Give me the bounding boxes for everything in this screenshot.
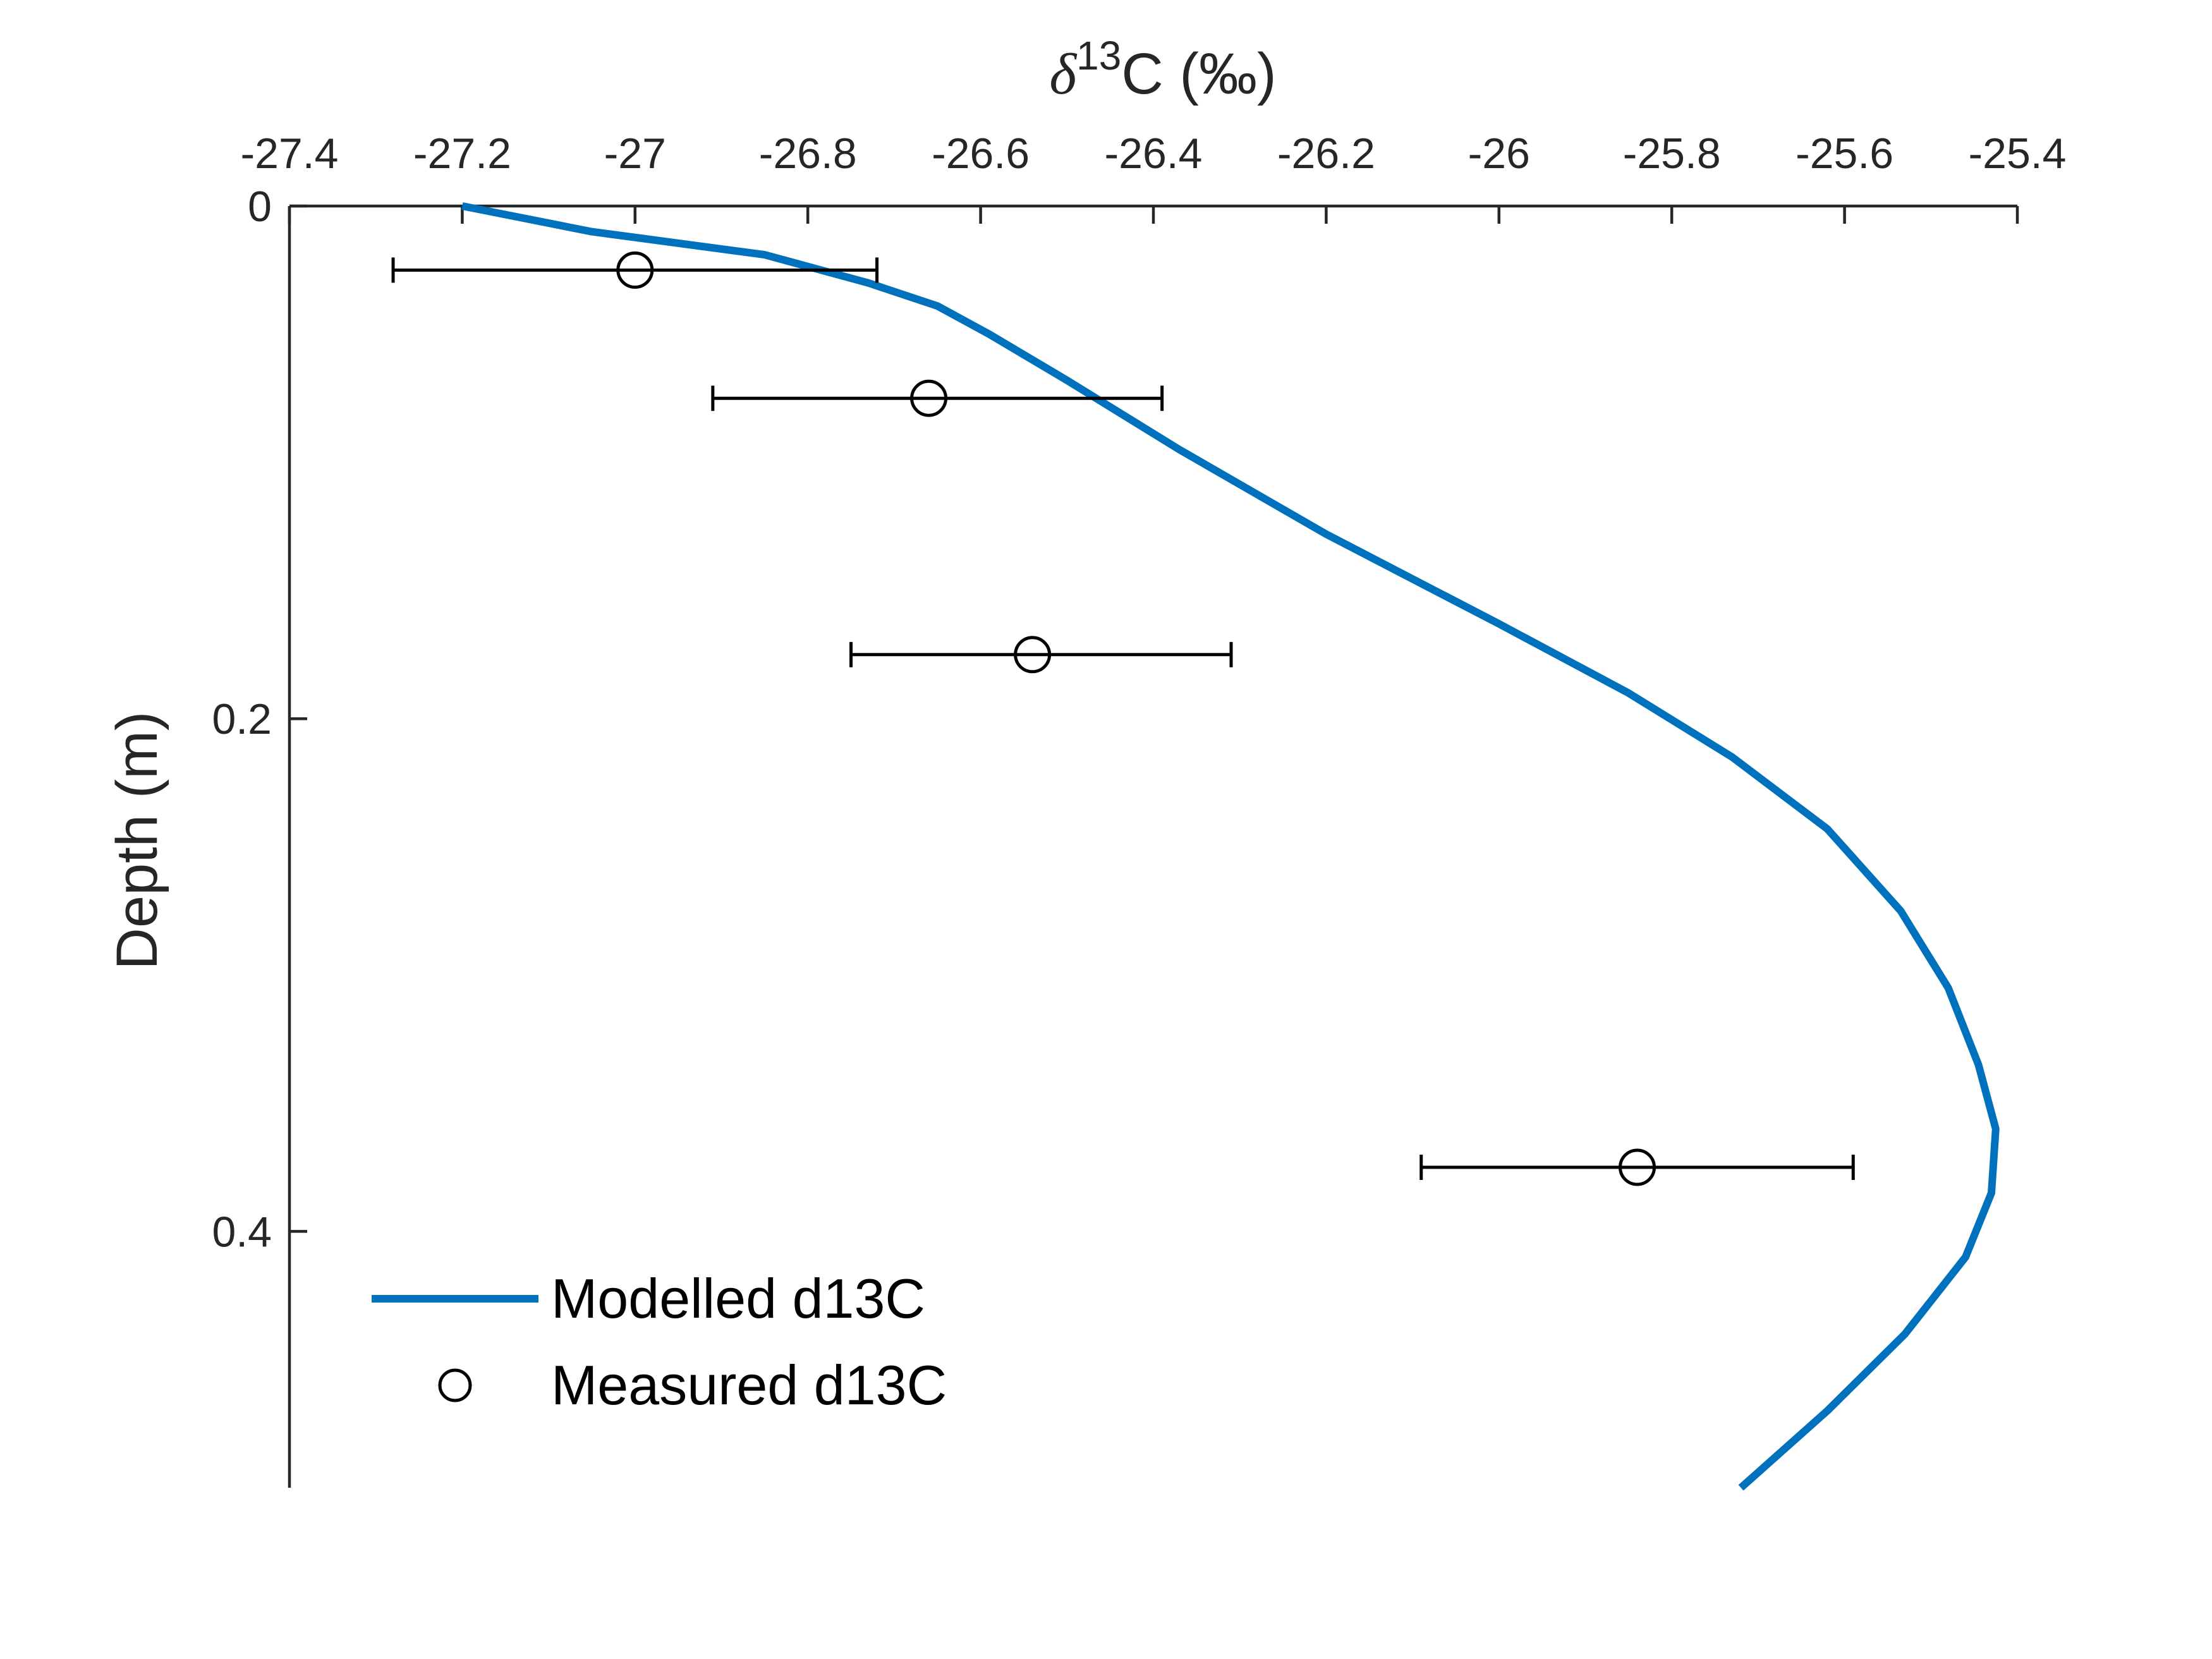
y-tick-label: 0 bbox=[248, 183, 272, 231]
x-axis-title: δ13C (‰) bbox=[1049, 33, 1276, 106]
x-axis-title-symbol: δ bbox=[1049, 42, 1077, 106]
legend: Modelled d13C Measured d13C bbox=[372, 1267, 947, 1416]
y-tick-label: 0.2 bbox=[212, 695, 272, 743]
axes: -27.4 -27.2 -27 -26.8 -26.6 -26.4 -26.2 -26 -25.… bbox=[105, 33, 2067, 1488]
x-axis-title-text: C (‰) bbox=[1121, 42, 1276, 106]
measured-d13c-point bbox=[910, 379, 948, 417]
y-axis-title: Depth (m) bbox=[105, 712, 169, 970]
x-tick-label: -27.2 bbox=[413, 130, 511, 178]
measured-d13c-point bbox=[616, 251, 654, 289]
x-tick-label: -27.4 bbox=[241, 130, 339, 178]
x-tick-label: -25.4 bbox=[1969, 130, 2067, 178]
x-tick-label: -26.2 bbox=[1277, 130, 1375, 178]
x-tick-label: -25.6 bbox=[1796, 130, 1893, 178]
x-tick-label: -25.8 bbox=[1623, 130, 1721, 178]
x-tick-label: -26.6 bbox=[932, 130, 1030, 178]
x-tick-label: -26 bbox=[1468, 130, 1530, 178]
measured-d13c-point bbox=[1014, 636, 1052, 674]
modelled-d13c-line bbox=[461, 202, 2000, 1491]
x-tick-label: -26.8 bbox=[759, 130, 857, 178]
x-axis-title-superscript: 13 bbox=[1076, 33, 1121, 78]
measured-d13c-point bbox=[1619, 1148, 1656, 1186]
x-tick-label: -27 bbox=[604, 130, 666, 178]
legend-measured-marker bbox=[438, 1368, 472, 1402]
y-tick-label: 0.4 bbox=[212, 1208, 272, 1256]
legend-measured-label: Measured d13C bbox=[551, 1354, 947, 1416]
plot-area bbox=[391, 202, 2000, 1491]
legend-modelled-label: Modelled d13C bbox=[551, 1267, 925, 1330]
x-tick-label: -26.4 bbox=[1105, 130, 1203, 178]
